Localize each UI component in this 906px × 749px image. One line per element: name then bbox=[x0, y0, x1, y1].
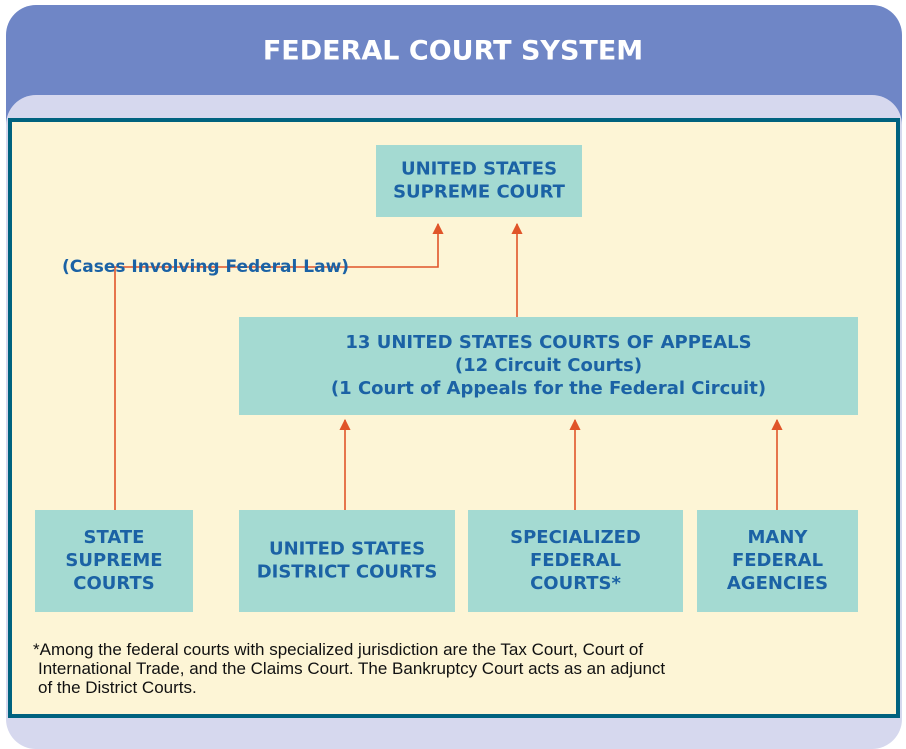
annotation: (Cases Involving Federal Law) bbox=[62, 257, 349, 277]
arrow bbox=[114, 222, 444, 510]
node-box bbox=[376, 145, 582, 217]
node-box bbox=[239, 317, 858, 415]
node-box bbox=[35, 510, 193, 612]
footnote: of the District Courts. bbox=[38, 678, 197, 697]
node-label: STATE bbox=[84, 527, 145, 548]
node-box bbox=[468, 510, 683, 612]
node-label: SUPREME COURT bbox=[393, 182, 566, 203]
node-label: FEDERAL bbox=[530, 550, 621, 571]
node-label: 13 UNITED STATES COURTS OF APPEALS bbox=[345, 332, 751, 353]
node-label: SPECIALIZED bbox=[510, 527, 641, 548]
main-frame bbox=[8, 118, 900, 718]
title: FEDERAL COURT SYSTEM bbox=[263, 36, 643, 67]
node-label: FEDERAL bbox=[732, 550, 823, 571]
node-box bbox=[239, 510, 455, 612]
footnote: International Trade, and the Claims Cour… bbox=[38, 659, 665, 678]
footnote: *Among the federal courts with specializ… bbox=[33, 640, 643, 659]
node-label: DISTRICT COURTS bbox=[257, 562, 438, 583]
node-label: (1 Court of Appeals for the Federal Circ… bbox=[331, 378, 766, 399]
node-label: MANY bbox=[748, 527, 809, 548]
node-label: SUPREME bbox=[65, 550, 162, 571]
node-label: UNITED STATES bbox=[401, 159, 557, 180]
node-box bbox=[697, 510, 858, 612]
node-label: COURTS* bbox=[530, 573, 621, 594]
node-label: COURTS bbox=[73, 573, 154, 594]
node-label: AGENCIES bbox=[727, 573, 828, 594]
node-label: UNITED STATES bbox=[269, 539, 425, 560]
node-label: (12 Circuit Courts) bbox=[455, 355, 642, 376]
